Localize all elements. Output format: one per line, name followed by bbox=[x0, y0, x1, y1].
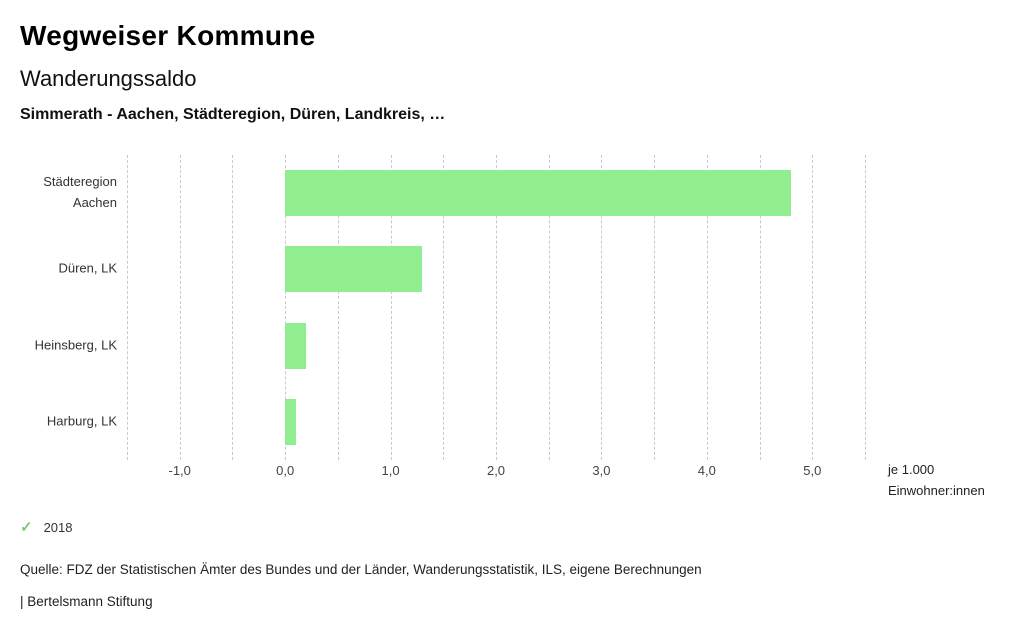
plot-area bbox=[127, 155, 866, 460]
x-tick-label: 1,0 bbox=[381, 463, 400, 478]
x-axis-unit-label: je 1.000 Einwohner:innen bbox=[888, 459, 985, 501]
gridline bbox=[759, 155, 761, 460]
gridline bbox=[496, 155, 497, 460]
x-axis-ticks: -1,0 0,0 1,0 2,0 3,0 4,0 5,0 bbox=[127, 463, 865, 483]
gridline bbox=[179, 155, 181, 460]
x-tick-label: 4,0 bbox=[697, 463, 716, 478]
gridline bbox=[706, 155, 708, 460]
gridline bbox=[443, 155, 445, 460]
gridline bbox=[390, 155, 392, 460]
gridline bbox=[127, 155, 128, 460]
x-tick-label: 5,0 bbox=[803, 463, 822, 478]
gridline bbox=[337, 155, 339, 460]
gridline bbox=[232, 155, 234, 460]
category-label: Harburg, LK bbox=[46, 413, 117, 429]
bar-harburg-lk[interactable] bbox=[285, 398, 296, 445]
checkmark-icon: ✓ bbox=[20, 519, 33, 536]
x-tick-label: 3,0 bbox=[592, 463, 611, 478]
region-selection: Simmerath - Aachen, Städteregion, Düren,… bbox=[20, 106, 446, 123]
bar-heinsberg-lk[interactable] bbox=[285, 322, 307, 369]
unit-line-1: je 1.000 bbox=[888, 462, 935, 477]
gridline bbox=[865, 155, 866, 460]
bar-d-ren-lk[interactable] bbox=[285, 246, 423, 293]
indicator-title: Wanderungssaldo bbox=[20, 66, 197, 91]
gridline bbox=[601, 155, 603, 460]
gridline bbox=[812, 155, 814, 460]
gridline bbox=[654, 155, 656, 460]
y-axis-labels: Städteregion Aachen Düren, LK Heinsberg, L… bbox=[0, 155, 117, 460]
page-title: Wegweiser Kommune bbox=[20, 20, 316, 51]
category-label: Heinsberg, LK bbox=[34, 337, 117, 353]
x-tick-label: 0,0 bbox=[276, 463, 295, 478]
bar-st-dteregion-aachen[interactable] bbox=[285, 170, 792, 217]
gridline bbox=[285, 155, 287, 460]
legend-item-2018[interactable]: ✓ 2018 bbox=[20, 520, 73, 535]
category-label: Düren, LK bbox=[58, 260, 117, 276]
legend-year-label: 2018 bbox=[43, 520, 73, 535]
category-label: Städteregion Aachen bbox=[43, 174, 117, 211]
brand-note: | Bertelsmann Stiftung bbox=[20, 594, 153, 609]
gridline bbox=[548, 155, 550, 460]
source-note: Quelle: FDZ der Statistischen Ämter des … bbox=[20, 562, 702, 577]
x-tick-label: -1,0 bbox=[168, 463, 191, 478]
unit-line-2: Einwohner:innen bbox=[888, 483, 985, 498]
x-tick-label: 2,0 bbox=[486, 463, 506, 478]
